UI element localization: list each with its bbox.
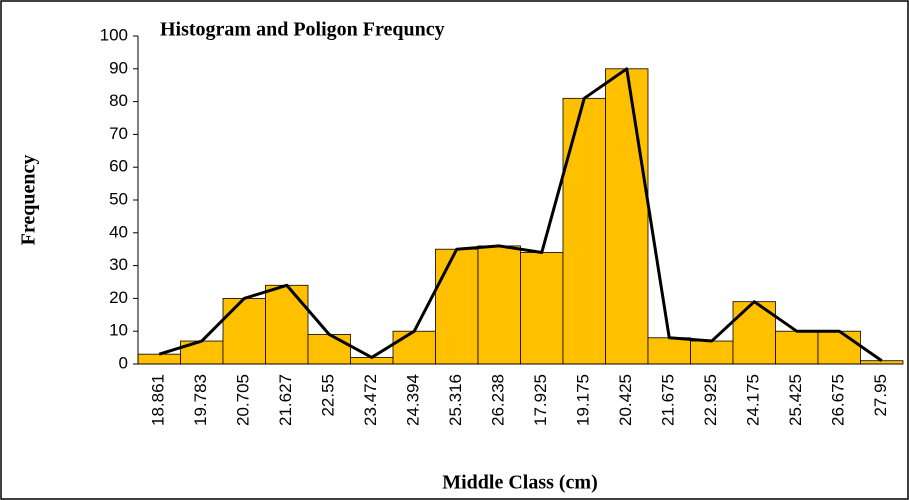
- bar: [605, 68, 649, 365]
- bar: [775, 330, 819, 365]
- x-tick-label: 20.705: [234, 374, 253, 426]
- bar: [520, 252, 564, 365]
- bar: [137, 353, 181, 365]
- y-tick-label: 0: [119, 353, 128, 372]
- x-tick-label: 19.783: [191, 374, 210, 426]
- x-tick-label: 24.394: [404, 374, 423, 426]
- bar: [562, 97, 606, 365]
- bar: [222, 297, 266, 365]
- x-tick-label: 26.238: [489, 374, 508, 426]
- bar: [690, 340, 734, 365]
- y-tick-label: 40: [109, 222, 128, 241]
- bar: [265, 284, 309, 365]
- y-tick-label: 10: [109, 321, 128, 340]
- x-tick-label: 23.472: [361, 374, 380, 426]
- y-tick-label: 90: [109, 58, 128, 77]
- x-tick-label: 26.675: [829, 374, 848, 426]
- x-axis-label: Middle Class (cm): [442, 472, 598, 494]
- x-tick-label: 17.925: [531, 374, 550, 426]
- y-tick-label: 80: [109, 91, 128, 110]
- x-tick-label: 24.175: [744, 374, 763, 426]
- x-tick-label: 21.675: [659, 374, 678, 426]
- y-tick-label: 70: [109, 124, 128, 143]
- y-tick-label: 30: [109, 255, 128, 274]
- x-tick-label: 25.316: [446, 374, 465, 426]
- y-tick-label: 100: [100, 25, 128, 44]
- bar: [647, 337, 691, 365]
- x-tick-label: 22.925: [701, 374, 720, 426]
- x-tick-label: 18.861: [149, 374, 168, 426]
- bar: [392, 330, 436, 365]
- bar: [817, 330, 861, 365]
- bar: [732, 301, 776, 365]
- x-tick-label: 20.425: [616, 374, 635, 426]
- bar: [477, 245, 521, 365]
- bar: [307, 334, 351, 365]
- y-tick-label: 60: [109, 157, 128, 176]
- x-tick-label: 25.425: [786, 374, 805, 426]
- bar: [435, 248, 479, 365]
- chart-title: Histogram and Poligon Frequncy: [160, 19, 445, 41]
- x-tick-label: 21.627: [276, 374, 295, 426]
- x-tick-label: 27.95: [871, 374, 890, 417]
- y-tick-label: 50: [109, 189, 128, 208]
- frequency-polygon: [158, 67, 883, 362]
- x-tick-label: 22.55: [319, 374, 338, 417]
- x-tick-label: 19.175: [574, 374, 593, 426]
- y-tick-label: 20: [109, 288, 128, 307]
- y-axis-label: Frequency: [18, 155, 40, 246]
